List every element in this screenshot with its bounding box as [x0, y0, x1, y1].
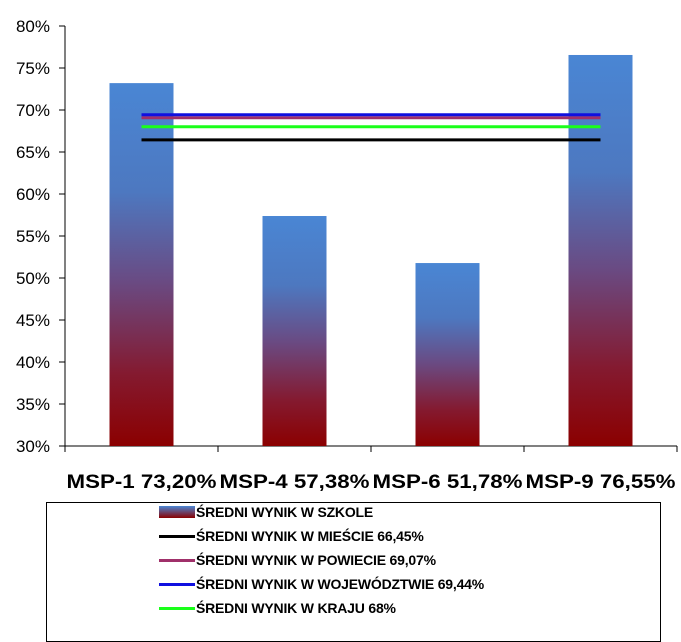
average-lines	[141, 113, 601, 142]
x-category-label: MSP-9 76,55%	[526, 471, 676, 493]
bar-3	[415, 263, 480, 446]
y-axis: 30% 35% 40% 45% 50% 55% 60% 65% 70% 75% 80%	[16, 17, 66, 456]
legend-line-swatch	[159, 582, 195, 586]
legend-line-swatch	[159, 606, 195, 610]
legend-line-swatch	[159, 558, 195, 562]
y-tick-label: 40%	[16, 353, 50, 372]
legend-item-voivodeship: ŚREDNI WYNIK W WOJEWÓDZTWIE 69,44%	[159, 573, 484, 595]
y-tick-label: 55%	[16, 227, 50, 246]
bar-1	[109, 83, 174, 447]
y-tick-label: 35%	[16, 395, 50, 414]
legend-label-school: ŚREDNI WYNIK W SZKOLE	[196, 504, 374, 520]
legend-line-swatch	[159, 534, 195, 538]
legend: ŚREDNI WYNIK W SZKOLE ŚREDNI WYNIK W MIE…	[46, 502, 661, 642]
bars	[109, 54, 633, 447]
y-tick-label: 75%	[16, 59, 50, 78]
y-tick-label: 50%	[16, 269, 50, 288]
y-tick-label: 30%	[16, 437, 50, 456]
legend-label-voivodeship: ŚREDNI WYNIK W WOJEWÓDZTWIE 69,44%	[196, 576, 484, 592]
bar-chart: 30% 35% 40% 45% 50% 55% 60% 65% 70% 75% 80% MSP-1 …	[16, 17, 678, 493]
legend-item-city: ŚREDNI WYNIK W MIEŚCIE 66,45%	[159, 525, 424, 547]
legend-item-school: ŚREDNI WYNIK W SZKOLE	[159, 501, 373, 523]
legend-label-country: ŚREDNI WYNIK W KRAJU 68%	[196, 600, 396, 616]
x-category-label: MSP-1 73,20%	[67, 471, 217, 493]
x-category-label: MSP-4 57,38%	[220, 471, 370, 493]
y-tick-label: 60%	[16, 185, 50, 204]
legend-item-country: ŚREDNI WYNIK W KRAJU 68%	[159, 597, 396, 619]
legend-label-county: ŚREDNI WYNIK W POWIECIE 69,07%	[196, 552, 436, 568]
bar-4	[568, 54, 633, 446]
y-tick-label: 65%	[16, 143, 50, 162]
x-axis: MSP-1 73,20% MSP-4 57,38% MSP-6 51,78% MSP-…	[64, 445, 678, 493]
legend-item-county: ŚREDNI WYNIK W POWIECIE 69,07%	[159, 549, 436, 571]
x-category-label: MSP-6 51,78%	[373, 471, 523, 493]
y-tick-label: 70%	[16, 101, 50, 120]
y-tick-label: 45%	[16, 311, 50, 330]
bar-2	[262, 216, 327, 446]
legend-bar-swatch	[159, 506, 195, 518]
y-tick-label: 80%	[16, 17, 50, 36]
legend-label-city: ŚREDNI WYNIK W MIEŚCIE 66,45%	[196, 528, 424, 544]
